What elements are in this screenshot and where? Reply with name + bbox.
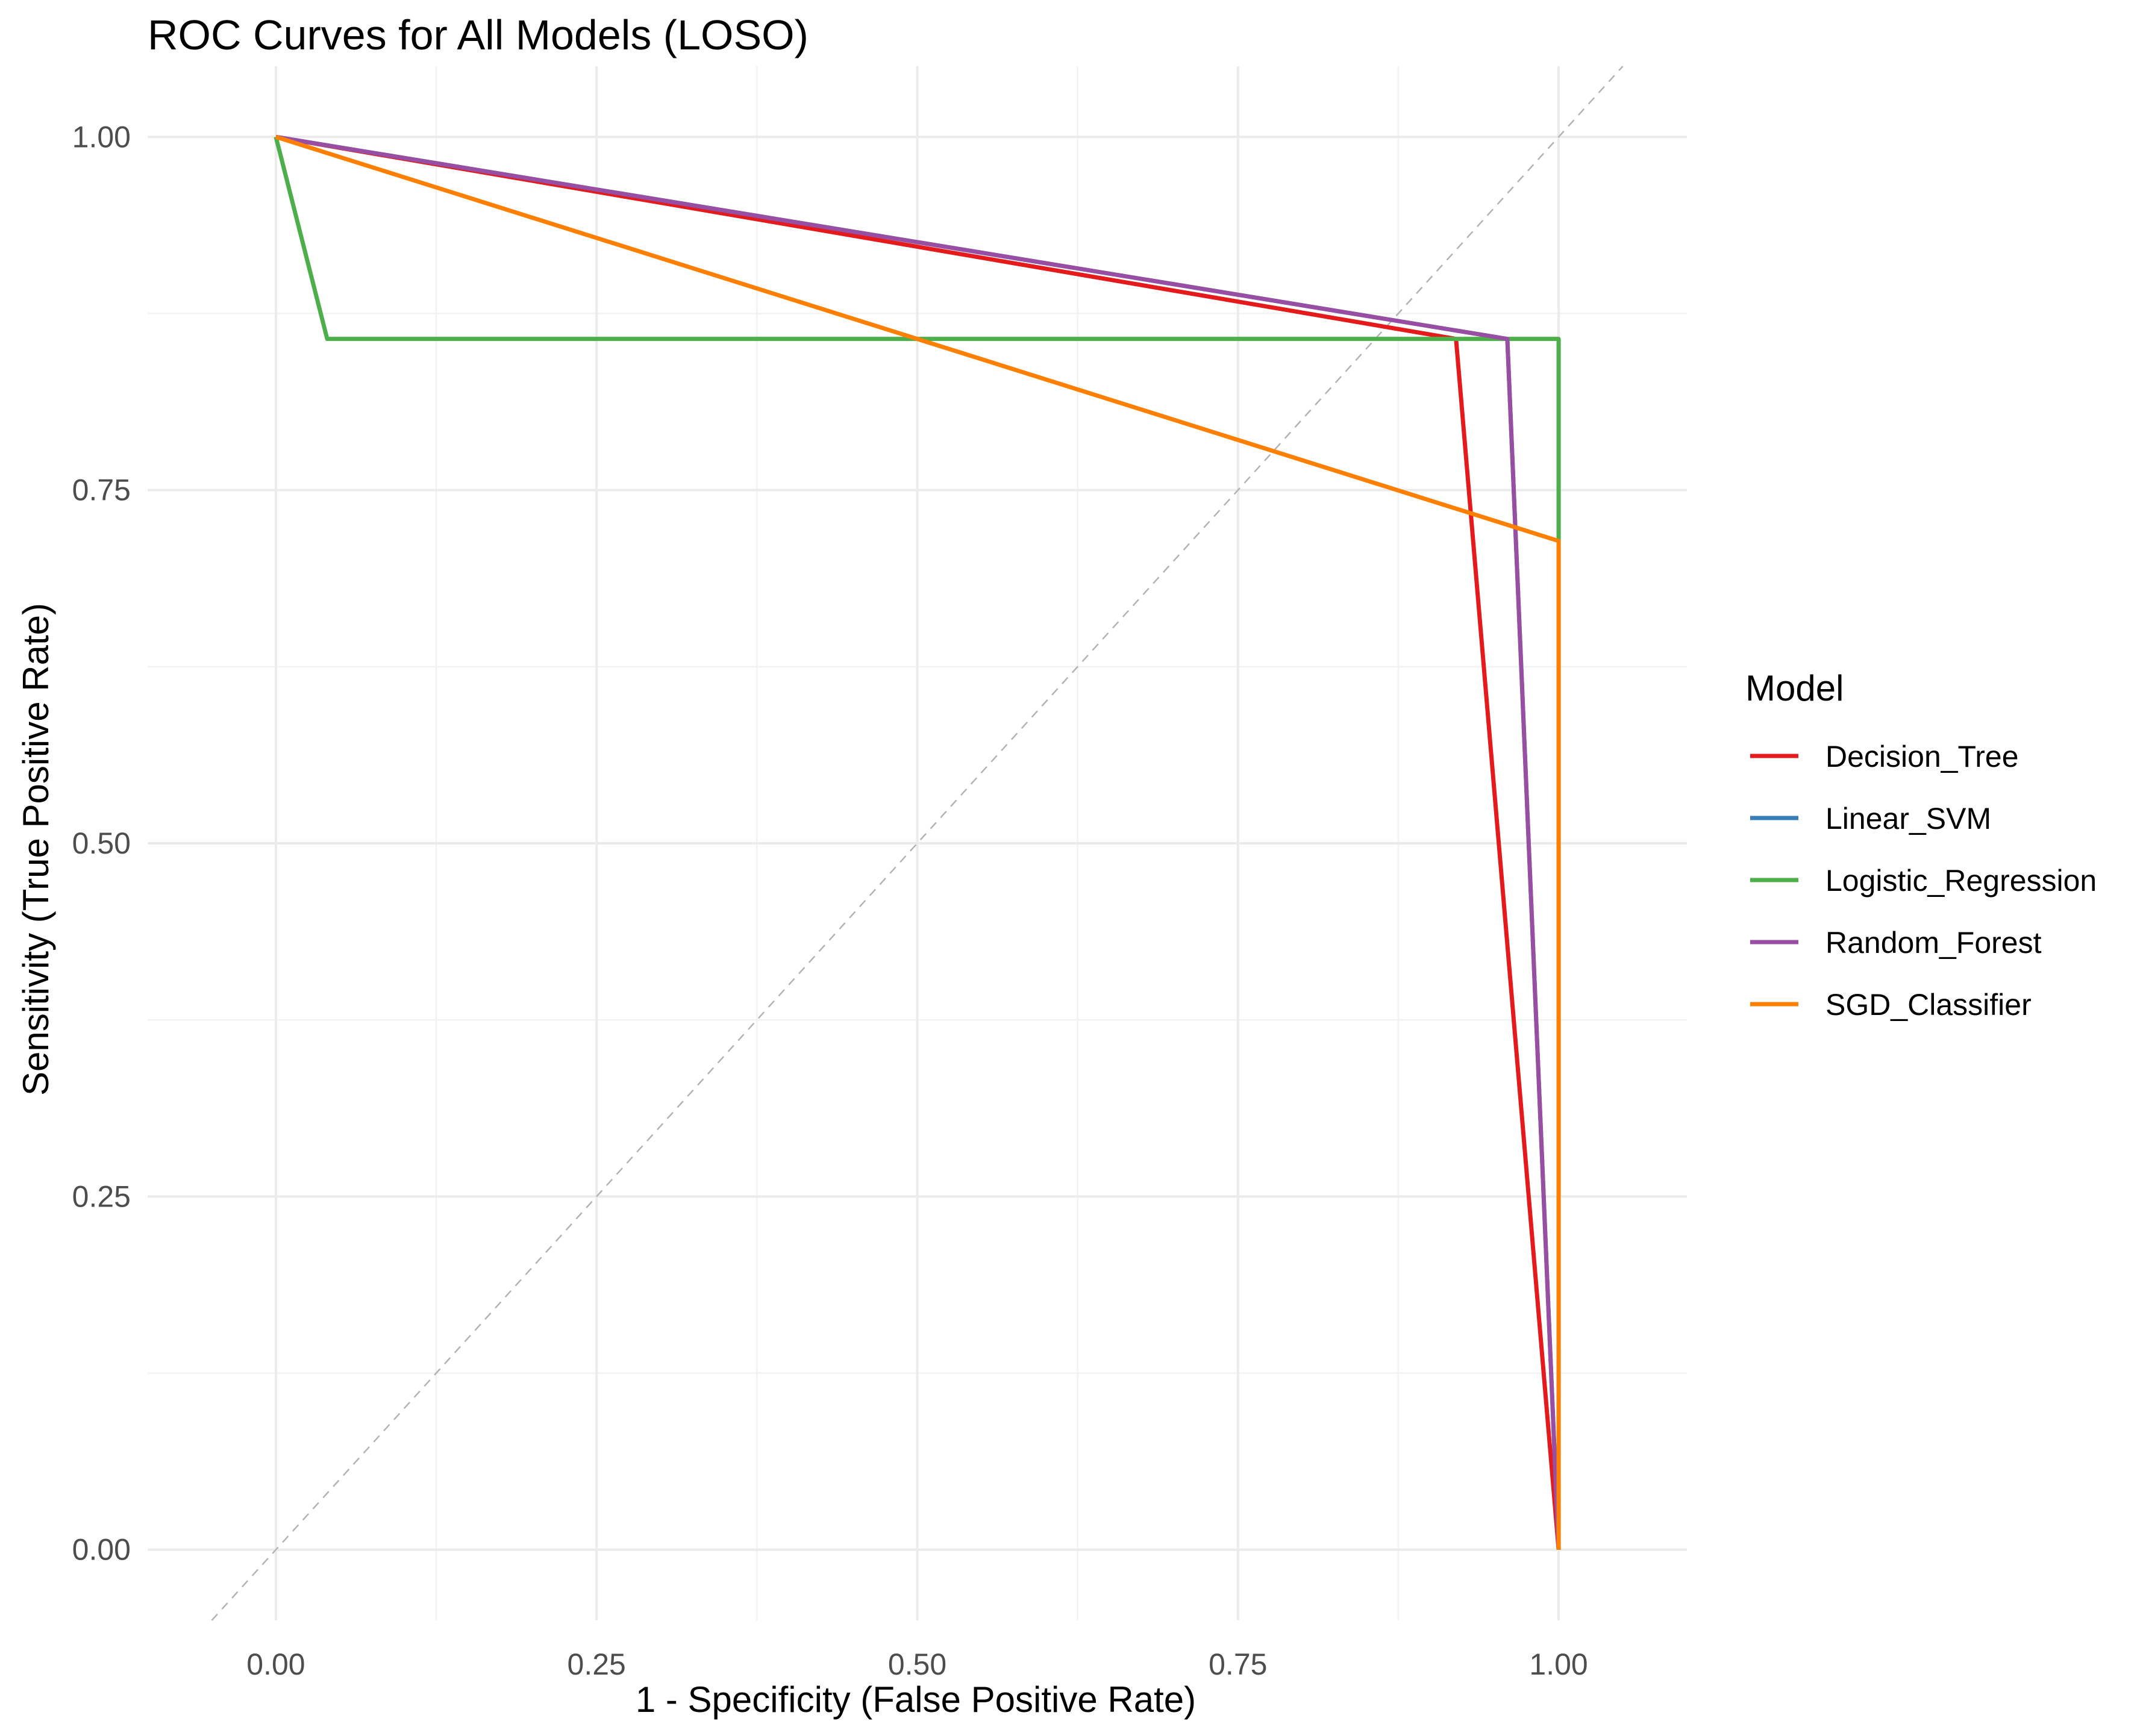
legend-label-logistic-regression: Logistic_Regression: [1825, 864, 2097, 898]
series-line-sgd-classifier: [275, 134, 1561, 1550]
x-tick-label: 0.75: [1209, 1647, 1267, 1681]
y-axis-ticks: 0.00 0.25 0.50 0.75 1.00: [72, 120, 131, 1566]
y-tick-label: 0.25: [72, 1179, 131, 1213]
legend-label-decision-tree: Decision_Tree: [1825, 740, 2019, 773]
legend-label-sgd-classifier: SGD_Classifier: [1825, 988, 2032, 1022]
legend: Model Decision_Tree Linear_SVM Logistic_Re…: [1745, 668, 2097, 1022]
x-tick-label: 0.25: [568, 1647, 626, 1681]
chart-title: ROC Curves for All Models (LOSO): [148, 11, 809, 58]
y-tick-label: 0.75: [72, 473, 131, 507]
y-tick-label: 1.00: [72, 120, 131, 154]
y-tick-label: 0.50: [72, 826, 131, 860]
series-layer: [274, 134, 1561, 1550]
y-axis-title: Sensitivity (True Positive Rate): [16, 603, 56, 1096]
x-axis-title: 1 - Specificity (False Positive Rate): [636, 1679, 1196, 1720]
x-tick-label: 1.00: [1529, 1647, 1588, 1681]
legend-label-linear-svm: Linear_SVM: [1825, 802, 1991, 835]
series-line-random-forest: [275, 134, 1561, 1550]
x-tick-label: 0.00: [246, 1647, 305, 1681]
y-tick-label: 0.00: [72, 1533, 131, 1567]
legend-label-random-forest: Random_Forest: [1825, 926, 2042, 960]
x-axis-ticks: 0.00 0.25 0.50 0.75 1.00: [246, 1647, 1588, 1681]
legend-title: Model: [1745, 668, 1844, 708]
grid-layer: [148, 66, 1687, 1620]
legend-items: Decision_Tree Linear_SVM Logistic_Regressi…: [1750, 740, 2097, 1022]
x-tick-label: 0.50: [888, 1647, 946, 1681]
